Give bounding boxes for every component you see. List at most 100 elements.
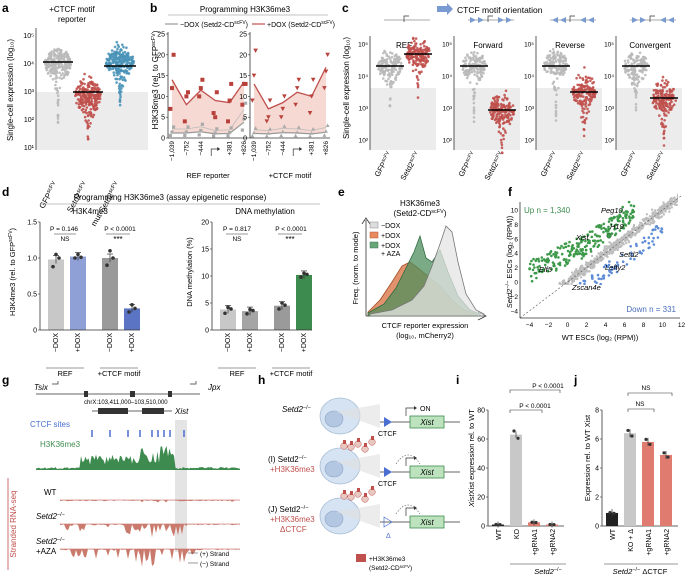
y-tick: 80 [477,408,485,415]
gene-point [627,240,631,244]
data-point [577,88,580,91]
data-point [414,42,417,46]
gene-label: Xist [575,233,589,242]
y-axis-label: XistXist expression rel. to WT [467,409,476,508]
data-point [63,74,66,77]
gene-point [542,301,544,303]
data-point [396,56,399,59]
data-point [416,47,419,50]
bar [70,256,86,330]
data-point [636,59,639,62]
significance-stars: *** [113,235,122,244]
h3k36me3-mark [364,493,367,497]
group-label: Setd2−/− [534,567,562,576]
gene-point [536,303,538,305]
data-point [645,68,648,72]
data-point [75,87,79,90]
data-point [52,50,56,54]
data-point [243,81,248,86]
up-gene-point [530,259,533,263]
data-point [530,520,534,524]
data-point [51,78,55,81]
data-point [556,67,559,70]
data-point [90,97,93,101]
up-gene-point [591,230,594,233]
data-point [55,71,59,74]
nucleus-icon [324,510,344,528]
data-point [500,105,503,109]
data-point [588,92,592,96]
up-gene-point [533,271,537,275]
gene-point [649,223,652,226]
data-point [293,102,298,107]
gene-point [557,288,559,290]
data-point [322,133,327,137]
rnaseq-signal [60,524,240,538]
data-point [634,60,637,63]
gene-point [538,299,540,301]
gene-point [638,224,641,227]
down-gene-point [659,230,662,233]
data-point [182,119,187,124]
gene-point [670,203,673,207]
data-point [553,85,556,88]
gene-point [534,301,536,303]
data-point [78,93,81,97]
data-point [52,71,55,75]
data-point [385,59,389,62]
data-point [424,61,428,65]
gene-point [624,238,627,241]
gene-point [578,273,582,276]
bar [296,274,312,330]
data-point [554,106,558,110]
gene-point [537,301,539,303]
panel-label: REF [396,41,412,50]
ctcf-site-ticks [91,430,185,437]
data-point [462,59,465,63]
y-tick: 25 [157,32,165,39]
data-point [302,271,306,276]
data-point [419,63,423,66]
gene-point [634,227,637,230]
data-point [109,53,113,57]
gene-point [540,298,542,300]
panel-title: Programming H3K36me3 [200,5,291,14]
gene-point [670,206,673,209]
data-point [124,79,127,82]
gene-point [581,268,585,272]
x-label: GFPscFV [619,150,641,178]
data-point [556,54,559,57]
x-tick: +381 [309,141,316,156]
legend-dox-plus: +DOX (Setd2-CDscFV) [267,20,335,29]
panel-letter: g [2,373,9,387]
data-point [481,62,484,65]
gene-point [662,201,665,204]
data-point [588,97,591,101]
up-gene-point [546,253,549,256]
data-point [511,104,515,107]
data-point [171,52,176,57]
panel-j: j Expression rel. to WT Xist 0 2 4 6 8 WT KO +… [573,373,678,576]
up-gene-point [547,259,551,262]
data-point [215,127,219,131]
panel-b: b Programming H3K36me3 −DOX (Setd2-CDscF… [150,1,335,180]
data-point [547,58,551,62]
data-point [385,54,389,57]
up-gene-point [602,230,605,234]
gene-point [623,233,627,236]
up-gene-point [628,216,631,220]
data-point [125,46,128,49]
x-tick: −1,039 [169,141,176,161]
histograms [367,225,485,317]
gene-point [527,313,529,315]
up-gene-point [562,246,565,249]
data-point [575,94,579,98]
data-point [551,82,555,85]
data-point [253,126,258,130]
bar [102,258,118,330]
gene-point [522,313,524,315]
data-point [643,61,646,64]
data-point [417,57,420,61]
x-label: GFPscFV [37,180,59,210]
data-point [417,62,420,66]
